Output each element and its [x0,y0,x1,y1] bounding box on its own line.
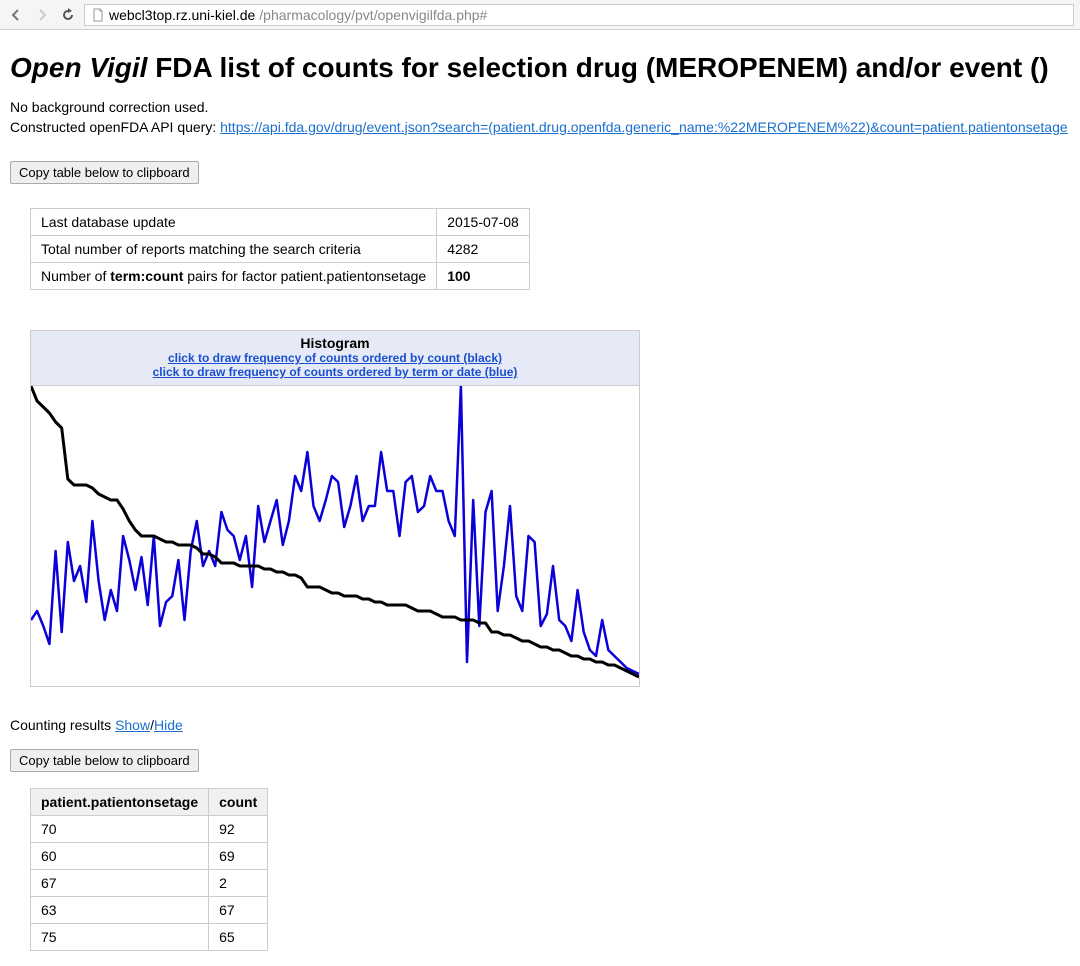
info-line-2: Constructed openFDA API query: https://a… [10,118,1070,138]
show-link[interactable]: Show [115,717,150,733]
table-cell: 70 [31,816,209,843]
title-brand: Open Vigil [10,52,155,83]
meta-label: Total number of reports matching the sea… [31,236,437,263]
table-cell: 67 [209,897,268,924]
histogram-container: Histogram click to draw frequency of cou… [30,330,640,687]
page-title: Open Vigil FDA list of counts for select… [10,52,1070,84]
query-prefix: Constructed openFDA API query: [10,119,220,135]
page-content: Open Vigil FDA list of counts for select… [0,30,1080,959]
results-table: patient.patientonsetagecount 70926069672… [30,788,268,951]
copy-table-button-2[interactable]: Copy table below to clipboard [10,749,199,772]
table-row: 6367 [31,897,268,924]
table-row: 6069 [31,843,268,870]
counting-results-line: Counting results Show/Hide [10,717,1070,733]
table-cell: 69 [209,843,268,870]
meta-value: 4282 [437,236,530,263]
page-icon [91,8,105,22]
meta-label: Last database update [31,209,437,236]
url-path: /pharmacology/pvt/openvigilfda.php# [259,7,487,23]
table-cell: 67 [31,870,209,897]
histogram-link-black[interactable]: click to draw frequency of counts ordere… [168,351,502,365]
title-rest: FDA list of counts for selection drug (M… [155,52,1048,83]
table-cell: 2 [209,870,268,897]
table-row: 7092 [31,816,268,843]
url-bar[interactable]: webcl3top.rz.uni-kiel.de/pharmacology/pv… [84,4,1074,26]
meta-value: 2015-07-08 [437,209,530,236]
results-header: patient.patientonsetage [31,789,209,816]
meta-value: 100 [437,263,530,290]
table-row: 7565 [31,924,268,951]
api-query-link[interactable]: https://api.fda.gov/drug/event.json?sear… [220,119,1068,135]
table-row: 672 [31,870,268,897]
reload-button[interactable] [58,5,78,25]
table-cell: 65 [209,924,268,951]
histogram-title: Histogram [35,335,635,351]
table-cell: 92 [209,816,268,843]
url-host: webcl3top.rz.uni-kiel.de [109,7,255,23]
hide-link[interactable]: Hide [154,717,183,733]
counting-prefix: Counting results [10,717,115,733]
copy-table-button-1[interactable]: Copy table below to clipboard [10,161,199,184]
meta-table: Last database update2015-07-08Total numb… [30,208,530,290]
table-cell: 63 [31,897,209,924]
histogram-link-blue[interactable]: click to draw frequency of counts ordere… [153,365,518,379]
results-header: count [209,789,268,816]
forward-button[interactable] [32,5,52,25]
table-cell: 60 [31,843,209,870]
info-line-1: No background correction used. [10,98,1070,118]
meta-label: Number of term:count pairs for factor pa… [31,263,437,290]
back-button[interactable] [6,5,26,25]
histogram-header: Histogram click to draw frequency of cou… [31,331,639,386]
table-cell: 75 [31,924,209,951]
histogram-chart [31,386,639,686]
browser-toolbar: webcl3top.rz.uni-kiel.de/pharmacology/pv… [0,0,1080,30]
